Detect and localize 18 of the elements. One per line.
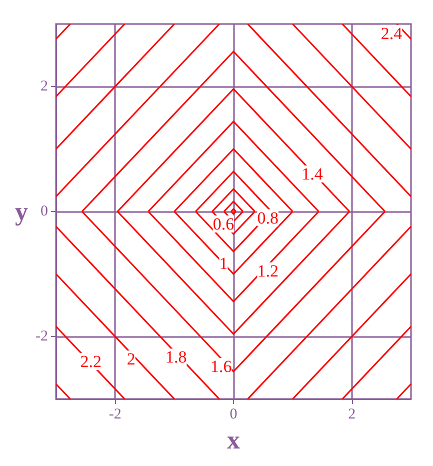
annotation: 1.4	[302, 164, 324, 184]
annotation: 0.8	[257, 208, 278, 228]
annotation: 2	[126, 350, 136, 368]
x-tick-label: 2	[348, 406, 356, 422]
y-tick-label: -2	[36, 328, 48, 344]
annotation: 1.2	[257, 261, 278, 280]
annotation: 1.6	[210, 357, 232, 376]
annotation: 1	[219, 254, 228, 273]
x-tick-label: -2	[108, 406, 122, 422]
y-axis-title: y	[15, 197, 28, 226]
annotation: 2.2	[80, 352, 102, 371]
annotation: 0.6	[212, 214, 234, 234]
y-tick-label: 0	[40, 204, 48, 220]
x-axis-title: x	[227, 426, 240, 454]
annotation: 2.4	[380, 24, 403, 43]
y-tick-label: 2	[40, 78, 48, 94]
x-tick-label: 0	[230, 406, 238, 422]
annotation: 1.8	[165, 348, 187, 367]
